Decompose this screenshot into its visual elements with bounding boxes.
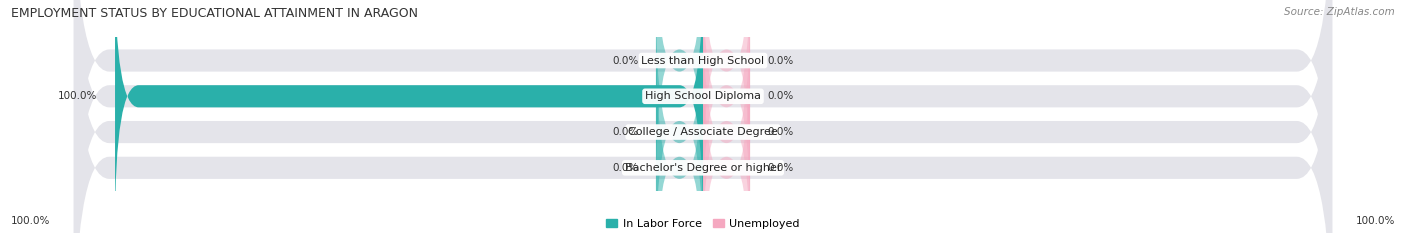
- Text: College / Associate Degree: College / Associate Degree: [628, 127, 778, 137]
- FancyBboxPatch shape: [75, 0, 1331, 233]
- Text: 100.0%: 100.0%: [11, 216, 51, 226]
- FancyBboxPatch shape: [703, 0, 749, 233]
- FancyBboxPatch shape: [75, 0, 1331, 233]
- Text: 0.0%: 0.0%: [768, 163, 794, 173]
- FancyBboxPatch shape: [657, 36, 703, 233]
- FancyBboxPatch shape: [703, 0, 749, 228]
- Text: 100.0%: 100.0%: [58, 91, 97, 101]
- Text: 0.0%: 0.0%: [612, 55, 638, 65]
- Text: 0.0%: 0.0%: [768, 127, 794, 137]
- Text: 100.0%: 100.0%: [1355, 216, 1395, 226]
- FancyBboxPatch shape: [657, 0, 703, 192]
- Legend: In Labor Force, Unemployed: In Labor Force, Unemployed: [606, 219, 800, 229]
- Text: High School Diploma: High School Diploma: [645, 91, 761, 101]
- Text: 0.0%: 0.0%: [768, 91, 794, 101]
- FancyBboxPatch shape: [657, 0, 703, 233]
- Text: Less than High School: Less than High School: [641, 55, 765, 65]
- Text: EMPLOYMENT STATUS BY EDUCATIONAL ATTAINMENT IN ARAGON: EMPLOYMENT STATUS BY EDUCATIONAL ATTAINM…: [11, 7, 418, 20]
- Text: 0.0%: 0.0%: [612, 127, 638, 137]
- Text: 0.0%: 0.0%: [768, 55, 794, 65]
- Text: Source: ZipAtlas.com: Source: ZipAtlas.com: [1284, 7, 1395, 17]
- FancyBboxPatch shape: [75, 0, 1331, 233]
- FancyBboxPatch shape: [75, 0, 1331, 233]
- Text: Bachelor's Degree or higher: Bachelor's Degree or higher: [624, 163, 782, 173]
- Text: 0.0%: 0.0%: [612, 163, 638, 173]
- FancyBboxPatch shape: [115, 0, 703, 228]
- FancyBboxPatch shape: [703, 0, 749, 192]
- FancyBboxPatch shape: [703, 36, 749, 233]
